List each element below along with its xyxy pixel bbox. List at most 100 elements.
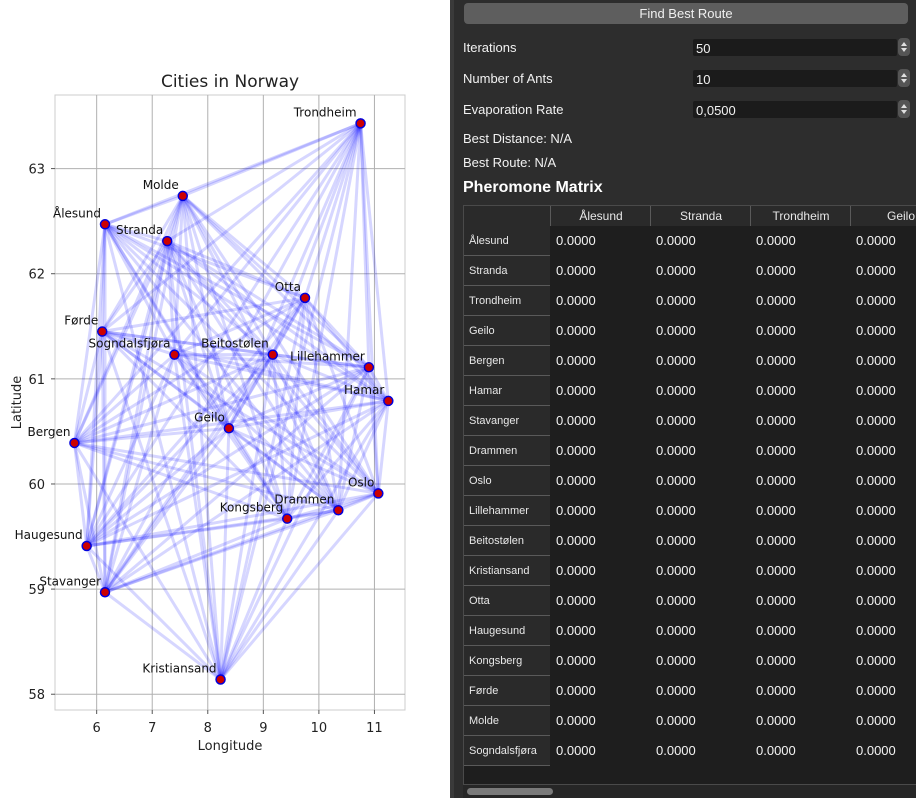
matrix-cell[interactable]: 0.0000	[656, 443, 696, 458]
matrix-cell[interactable]: 0.0000	[656, 323, 696, 338]
arrow-down-icon[interactable]	[901, 79, 907, 83]
matrix-cell[interactable]: 0.0000	[556, 443, 596, 458]
iterations-spinbox[interactable]: 50	[693, 38, 910, 56]
evaporation-stepper[interactable]	[898, 100, 910, 118]
ants-spinbox[interactable]: 10	[693, 69, 910, 87]
matrix-cell[interactable]: 0.0000	[556, 623, 596, 638]
matrix-cell[interactable]: 0.0000	[656, 683, 696, 698]
matrix-cell[interactable]: 0.0000	[756, 743, 796, 758]
matrix-cell[interactable]: 0.0000	[856, 563, 896, 578]
row-header[interactable]: Otta	[464, 586, 550, 616]
matrix-cell[interactable]: 0.0000	[856, 383, 896, 398]
row-header[interactable]: Stavanger	[464, 406, 550, 436]
matrix-cell[interactable]: 0.0000	[856, 233, 896, 248]
matrix-cell[interactable]: 0.0000	[556, 743, 596, 758]
arrow-up-icon[interactable]	[901, 104, 907, 108]
row-header[interactable]: Ålesund	[464, 226, 550, 256]
matrix-cell[interactable]: 0.0000	[656, 383, 696, 398]
matrix-cell[interactable]: 0.0000	[756, 263, 796, 278]
arrow-up-icon[interactable]	[901, 42, 907, 46]
pheromone-matrix-table[interactable]: Ålesund Stranda Trondheim Geilo Ålesund 0.000…	[463, 205, 916, 785]
matrix-cell[interactable]: 0.0000	[756, 563, 796, 578]
matrix-cell[interactable]: 0.0000	[756, 383, 796, 398]
matrix-cell[interactable]: 0.0000	[556, 563, 596, 578]
matrix-cell[interactable]: 0.0000	[756, 683, 796, 698]
matrix-cell[interactable]: 0.0000	[856, 593, 896, 608]
matrix-cell[interactable]: 0.0000	[856, 683, 896, 698]
matrix-cell[interactable]: 0.0000	[756, 623, 796, 638]
horizontal-scrollbar[interactable]	[463, 785, 916, 798]
matrix-cell[interactable]: 0.0000	[656, 263, 696, 278]
matrix-cell[interactable]: 0.0000	[856, 743, 896, 758]
matrix-cell[interactable]: 0.0000	[756, 353, 796, 368]
row-header[interactable]: Haugesund	[464, 616, 550, 646]
row-header[interactable]: Førde	[464, 676, 550, 706]
matrix-cell[interactable]: 0.0000	[656, 743, 696, 758]
matrix-cell[interactable]: 0.0000	[556, 413, 596, 428]
matrix-cell[interactable]: 0.0000	[556, 713, 596, 728]
row-header[interactable]: Kongsberg	[464, 646, 550, 676]
matrix-cell[interactable]: 0.0000	[756, 593, 796, 608]
matrix-cell[interactable]: 0.0000	[656, 353, 696, 368]
matrix-cell[interactable]: 0.0000	[856, 473, 896, 488]
row-header[interactable]: Oslo	[464, 466, 550, 496]
matrix-cell[interactable]: 0.0000	[756, 713, 796, 728]
matrix-cell[interactable]: 0.0000	[856, 623, 896, 638]
matrix-cell[interactable]: 0.0000	[856, 263, 896, 278]
row-header[interactable]: Molde	[464, 706, 550, 736]
row-header[interactable]: Bergen	[464, 346, 550, 376]
matrix-cell[interactable]: 0.0000	[556, 383, 596, 398]
matrix-cell[interactable]: 0.0000	[756, 443, 796, 458]
matrix-cell[interactable]: 0.0000	[556, 473, 596, 488]
matrix-cell[interactable]: 0.0000	[856, 713, 896, 728]
column-header[interactable]: Geilo	[850, 206, 916, 226]
row-header[interactable]: Geilo	[464, 316, 550, 346]
find-best-route-button[interactable]: Find Best Route	[464, 3, 908, 24]
row-header[interactable]: Lillehammer	[464, 496, 550, 526]
matrix-cell[interactable]: 0.0000	[756, 233, 796, 248]
arrow-down-icon[interactable]	[901, 48, 907, 52]
pane-divider[interactable]	[450, 0, 454, 798]
matrix-cell[interactable]: 0.0000	[756, 473, 796, 488]
matrix-cell[interactable]: 0.0000	[756, 323, 796, 338]
row-header[interactable]: Trondheim	[464, 286, 550, 316]
matrix-cell[interactable]: 0.0000	[756, 413, 796, 428]
arrow-down-icon[interactable]	[901, 110, 907, 114]
column-header[interactable]: Stranda	[650, 206, 751, 226]
matrix-cell[interactable]: 0.0000	[656, 623, 696, 638]
arrow-up-icon[interactable]	[901, 73, 907, 77]
matrix-cell[interactable]: 0.0000	[556, 683, 596, 698]
matrix-cell[interactable]: 0.0000	[756, 293, 796, 308]
row-header[interactable]: Stranda	[464, 256, 550, 286]
matrix-cell[interactable]: 0.0000	[556, 533, 596, 548]
matrix-cell[interactable]: 0.0000	[756, 503, 796, 518]
evaporation-spinbox[interactable]: 0,0500	[693, 100, 910, 118]
matrix-cell[interactable]: 0.0000	[856, 503, 896, 518]
matrix-cell[interactable]: 0.0000	[556, 503, 596, 518]
matrix-cell[interactable]: 0.0000	[656, 293, 696, 308]
matrix-cell[interactable]: 0.0000	[856, 293, 896, 308]
column-header[interactable]: Ålesund	[550, 206, 651, 226]
ants-stepper[interactable]	[898, 69, 910, 87]
matrix-cell[interactable]: 0.0000	[756, 533, 796, 548]
matrix-cell[interactable]: 0.0000	[656, 473, 696, 488]
column-header[interactable]: Trondheim	[750, 206, 851, 226]
matrix-cell[interactable]: 0.0000	[656, 563, 696, 578]
matrix-cell[interactable]: 0.0000	[656, 413, 696, 428]
matrix-cell[interactable]: 0.0000	[856, 353, 896, 368]
row-header[interactable]: Beitostølen	[464, 526, 550, 556]
row-header[interactable]: Sogndalsfjøra	[464, 736, 550, 766]
iterations-stepper[interactable]	[898, 38, 910, 56]
matrix-cell[interactable]: 0.0000	[656, 533, 696, 548]
row-header[interactable]: Drammen	[464, 436, 550, 466]
row-header[interactable]: Kristiansand	[464, 556, 550, 586]
matrix-cell[interactable]: 0.0000	[856, 533, 896, 548]
matrix-cell[interactable]: 0.0000	[856, 653, 896, 668]
matrix-cell[interactable]: 0.0000	[856, 443, 896, 458]
matrix-cell[interactable]: 0.0000	[556, 353, 596, 368]
matrix-cell[interactable]: 0.0000	[856, 323, 896, 338]
matrix-cell[interactable]: 0.0000	[556, 323, 596, 338]
matrix-cell[interactable]: 0.0000	[556, 653, 596, 668]
matrix-cell[interactable]: 0.0000	[656, 593, 696, 608]
scrollbar-thumb[interactable]	[467, 788, 553, 795]
